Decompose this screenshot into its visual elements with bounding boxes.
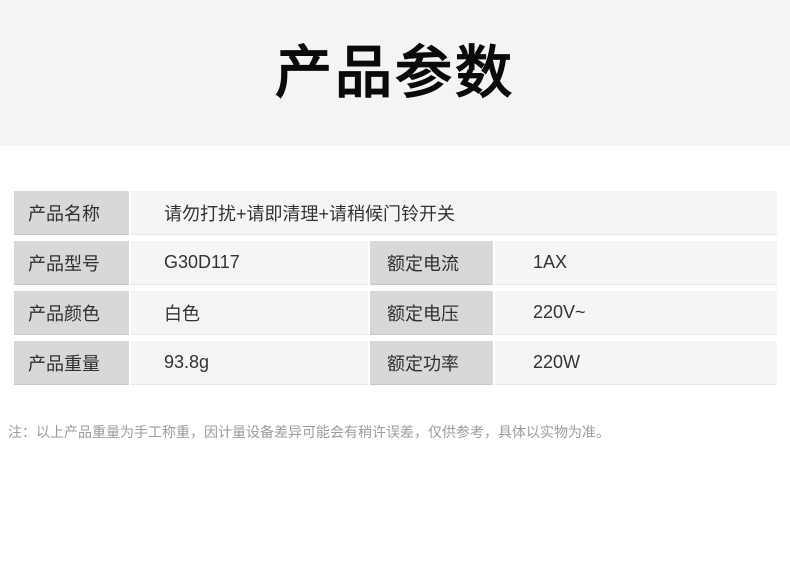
spec-label-model: 产品型号 (14, 241, 129, 285)
spec-value-product-name: 请勿打扰+请即清理+请稍候门铃开关 (131, 191, 777, 235)
spec-value-model: G30D117 (131, 241, 368, 285)
spec-row-color-voltage: 产品颜色 白色 额定电压 220V~ (14, 291, 777, 335)
spec-label-weight: 产品重量 (14, 341, 129, 385)
spec-row-weight-power: 产品重量 93.8g 额定功率 220W (14, 341, 777, 385)
spec-row-model-current: 产品型号 G30D117 额定电流 1AX (14, 241, 777, 285)
spec-value-rated-current: 1AX (495, 241, 777, 285)
spec-label-rated-current: 额定电流 (370, 241, 493, 285)
spec-label-rated-voltage: 额定电压 (370, 291, 493, 335)
header-banner: 产品参数 (0, 0, 790, 146)
page-title: 产品参数 (275, 40, 515, 105)
spec-label-rated-power: 额定功率 (370, 341, 493, 385)
spec-value-weight: 93.8g (131, 341, 368, 385)
spec-table: 产品名称 请勿打扰+请即清理+请稍候门铃开关 产品型号 G30D117 额定电流… (14, 191, 777, 385)
spec-label-product-name: 产品名称 (14, 191, 129, 235)
spec-value-rated-power: 220W (495, 341, 777, 385)
spec-row-product-name: 产品名称 请勿打扰+请即清理+请稍候门铃开关 (14, 191, 777, 235)
spec-value-color: 白色 (131, 291, 368, 335)
spec-value-rated-voltage: 220V~ (495, 291, 777, 335)
weight-disclaimer-note: 注：以上产品重量为手工称重，因计量设备差异可能会有稍许误差，仅供参考，具体以实物… (8, 424, 610, 440)
spec-label-color: 产品颜色 (14, 291, 129, 335)
